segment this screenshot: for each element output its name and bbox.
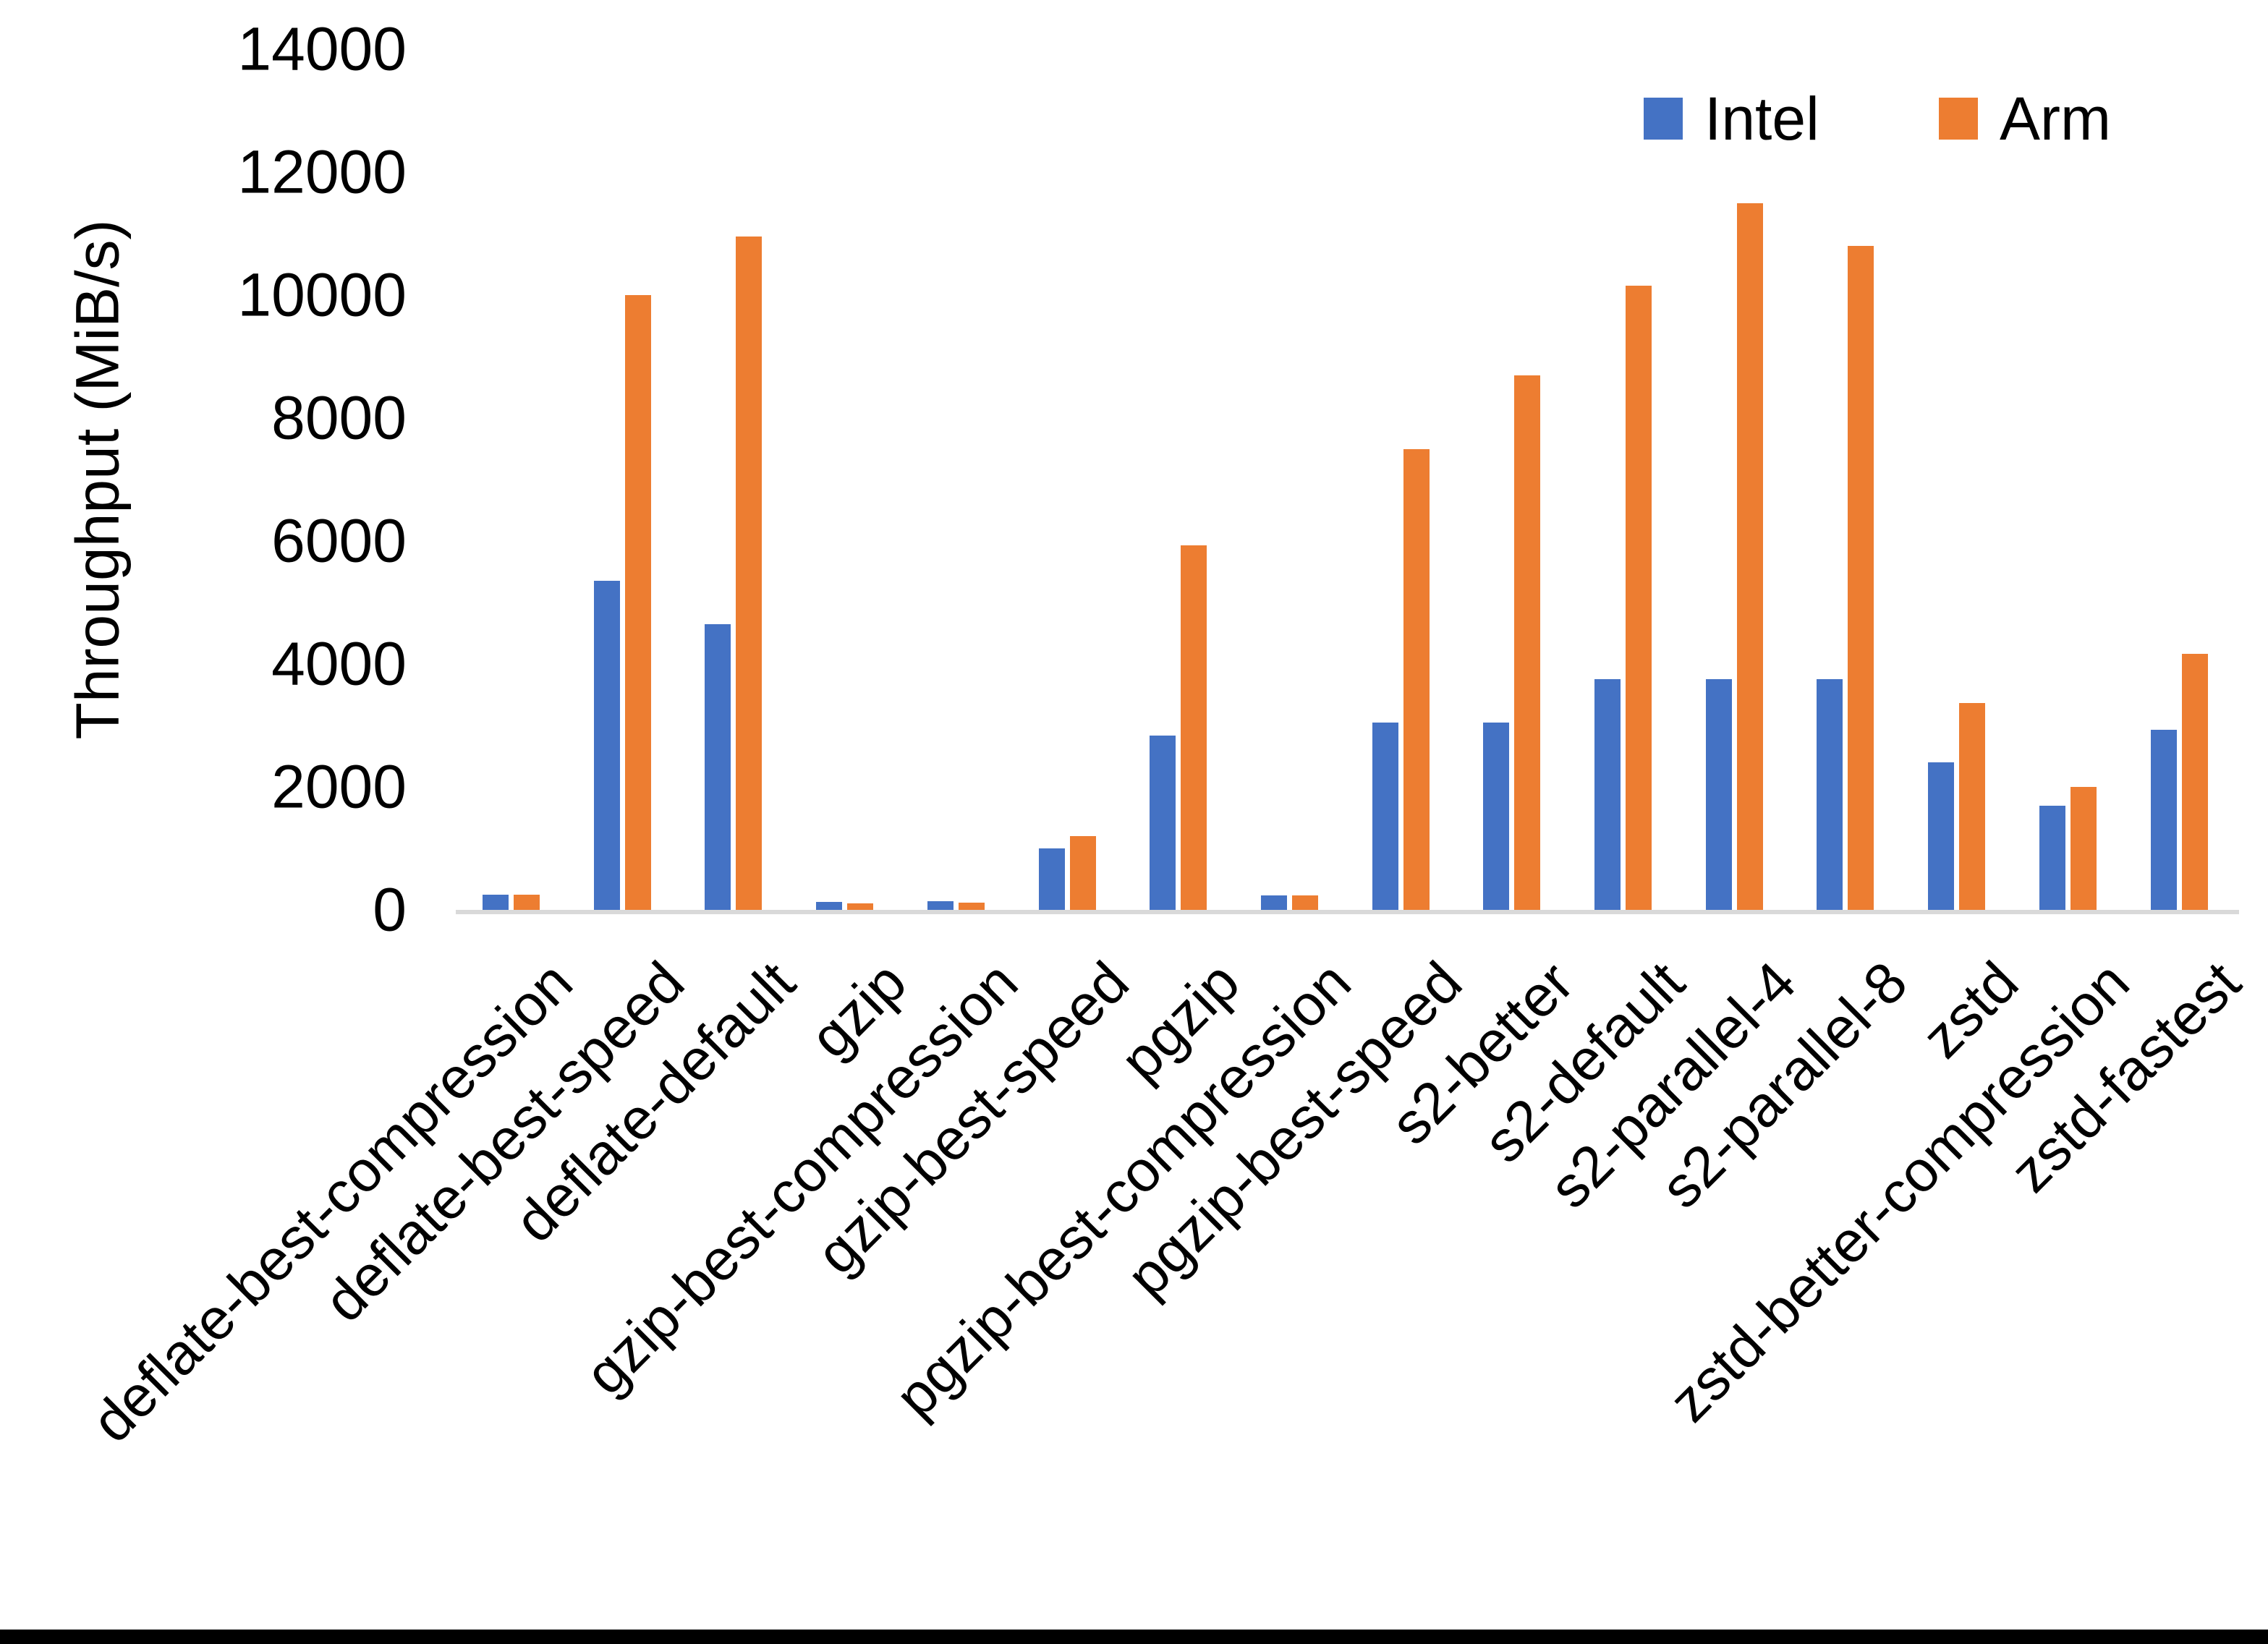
y-tick-label-2000: 2000 xyxy=(271,752,407,821)
bar-arm-gzip-best-compression xyxy=(958,902,985,910)
bar-intel-zstd xyxy=(1928,762,1955,910)
bar-intel-deflate-default xyxy=(705,623,731,910)
y-tick-label-8000: 8000 xyxy=(271,383,407,452)
bar-arm-deflate-default xyxy=(736,237,763,910)
bar-intel-gzip xyxy=(816,901,843,910)
x-axis-line xyxy=(456,910,2239,914)
legend-item-arm: Arm xyxy=(1939,88,2111,149)
bar-intel-zstd-fastest xyxy=(2150,729,2177,910)
bar-arm-pgzip xyxy=(1181,545,1207,910)
y-axis-title: Throughput (MiB/s) xyxy=(63,219,132,740)
bar-arm-s2-parallel-4 xyxy=(1736,203,1763,910)
bar-arm-pgzip-best-compression xyxy=(1291,895,1318,910)
y-tick-label-6000: 6000 xyxy=(271,506,407,575)
bar-intel-gzip-best-speed xyxy=(1038,848,1065,910)
bar-intel-s2-default xyxy=(1594,679,1621,910)
bar-intel-s2-parallel-4 xyxy=(1705,679,1732,910)
legend-label-arm: Arm xyxy=(2000,85,2111,153)
bar-intel-deflate-best-compression xyxy=(483,895,509,910)
bar-arm-zstd-better-compression xyxy=(2070,787,2097,910)
bar-intel-pgzip-best-compression xyxy=(1260,895,1287,910)
bar-intel-zstd-better-compression xyxy=(2039,805,2065,910)
bar-intel-pgzip xyxy=(1150,736,1176,910)
bar-intel-pgzip-best-speed xyxy=(1372,722,1398,910)
bar-arm-s2-default xyxy=(1626,286,1652,910)
bar-intel-gzip-best-compression xyxy=(927,901,954,910)
bar-intel-s2-better xyxy=(1483,722,1510,910)
y-tick-label-4000: 4000 xyxy=(271,629,407,698)
legend-label-intel: Intel xyxy=(1704,85,1819,153)
bar-arm-gzip xyxy=(847,903,874,910)
bar-arm-zstd-fastest xyxy=(2181,654,2208,910)
y-tick-label-14000: 14000 xyxy=(237,14,407,83)
bar-arm-s2-parallel-8 xyxy=(1848,246,1874,910)
bar-arm-gzip-best-speed xyxy=(1069,836,1096,910)
bar-arm-deflate-best-speed xyxy=(624,295,651,910)
bar-arm-zstd xyxy=(1959,702,1986,910)
y-tick-label-12000: 12000 xyxy=(237,137,407,206)
y-tick-label-0: 0 xyxy=(373,875,407,944)
legend-swatch-intel xyxy=(1644,98,1683,140)
bottom-border xyxy=(0,1630,2268,1644)
legend-swatch-arm xyxy=(1939,98,1978,140)
y-tick-label-10000: 10000 xyxy=(237,260,407,329)
bar-arm-s2-better xyxy=(1514,375,1541,910)
bar-arm-pgzip-best-speed xyxy=(1403,448,1430,910)
bar-intel-deflate-best-speed xyxy=(593,581,620,910)
bar-intel-s2-parallel-8 xyxy=(1817,679,1843,910)
legend: Intel Arm xyxy=(0,88,2268,149)
bar-arm-deflate-best-compression xyxy=(514,894,540,910)
legend-item-intel: Intel xyxy=(1644,88,1819,149)
